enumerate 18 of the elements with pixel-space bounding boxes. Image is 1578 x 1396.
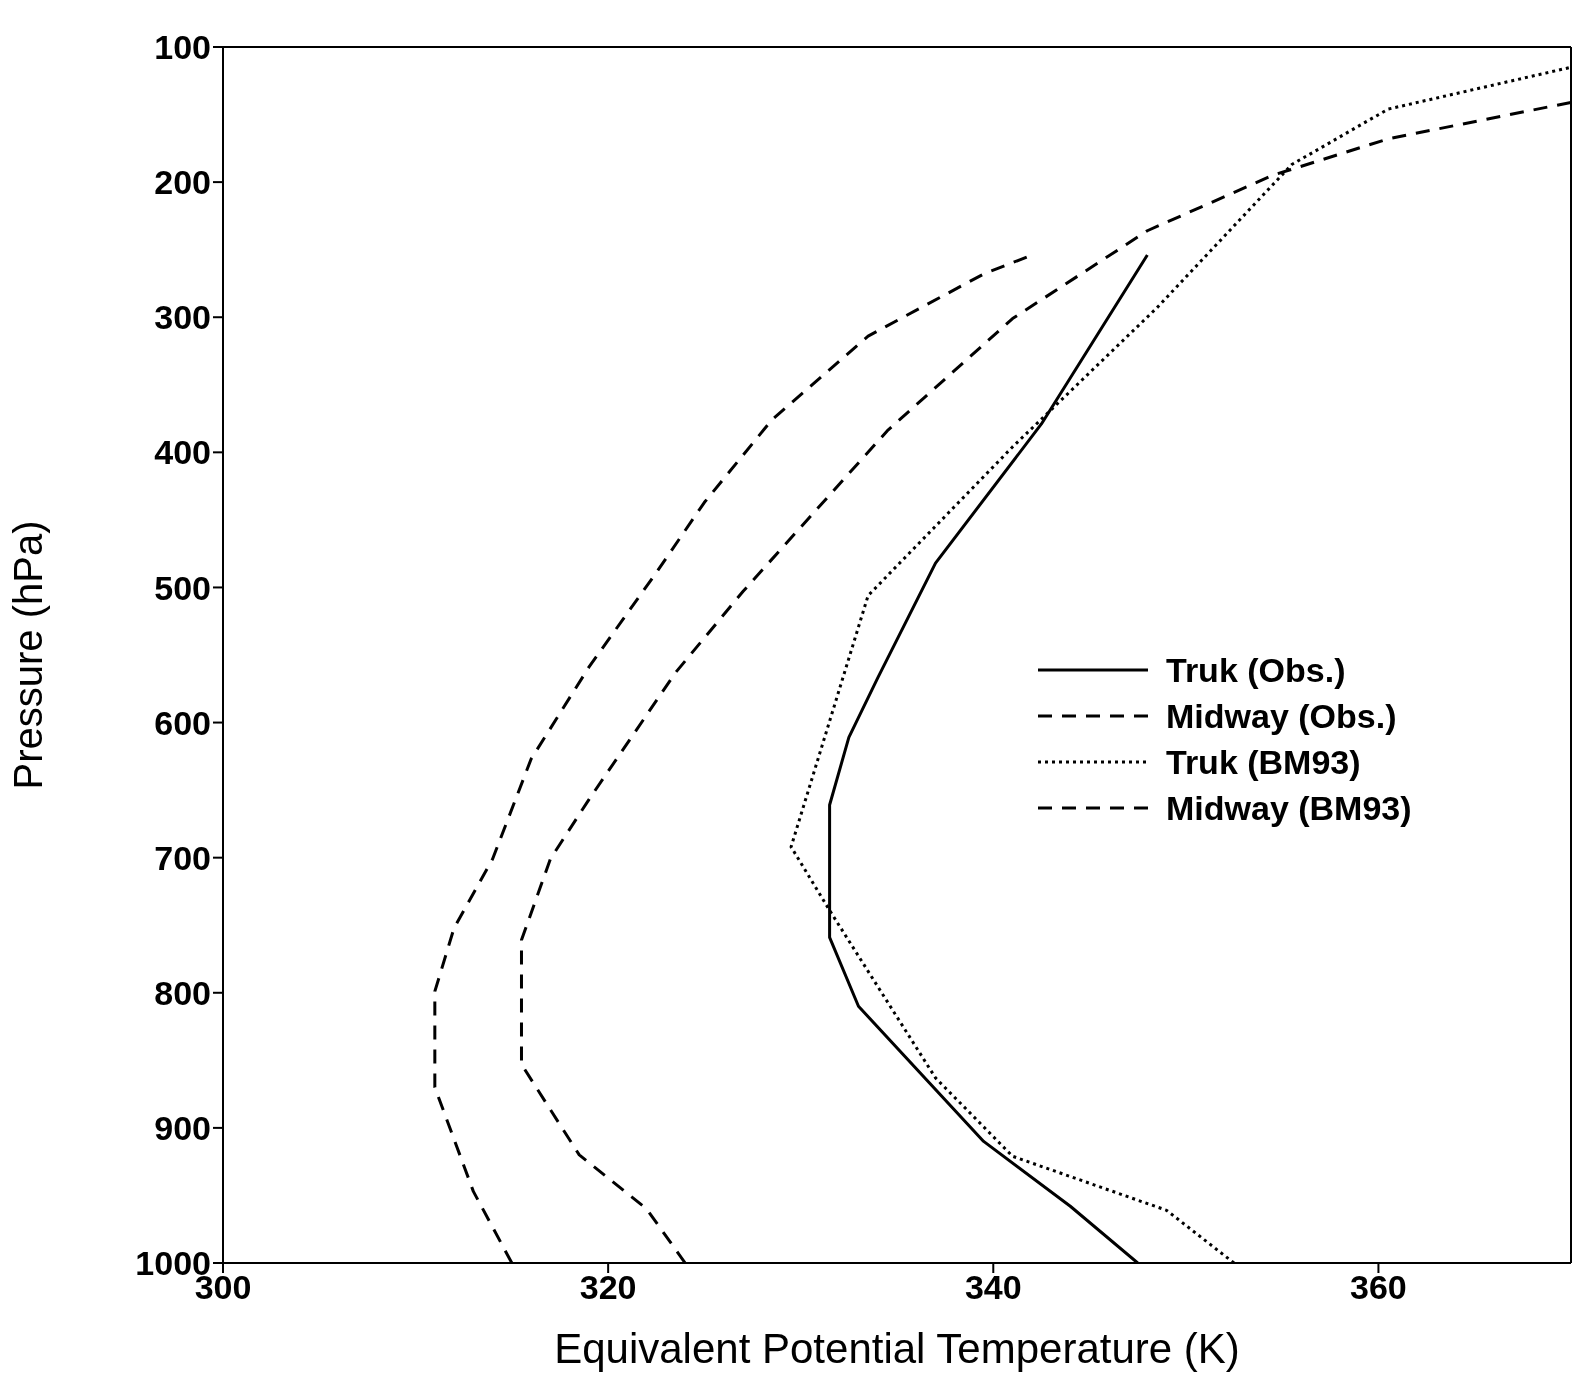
y-tick-label: 400 <box>154 433 211 472</box>
y-tick-label: 300 <box>154 298 211 337</box>
y-tick-label: 100 <box>154 28 211 67</box>
y-tick-label: 600 <box>154 703 211 742</box>
y-tick-label: 900 <box>154 1108 211 1147</box>
legend-label: Truk (BM93) <box>1166 742 1361 782</box>
legend-label: Truk (Obs.) <box>1166 650 1346 690</box>
legend-label: Midway (Obs.) <box>1166 696 1397 736</box>
y-tick-label: 800 <box>154 973 211 1012</box>
y-tick-label: 700 <box>154 838 211 877</box>
y-tick-label: 200 <box>154 163 211 202</box>
x-tick-label: 320 <box>579 1268 637 1307</box>
y-tick-label: 500 <box>154 568 211 607</box>
x-tick-label: 340 <box>964 1268 1022 1307</box>
y-axis-title: Pressure (hPa) <box>6 520 51 790</box>
legend-label: Midway (BM93) <box>1166 788 1412 828</box>
x-tick-label: 360 <box>1350 1268 1407 1307</box>
x-axis-title: Equivalent Potential Temperature (K) <box>554 1325 1240 1372</box>
